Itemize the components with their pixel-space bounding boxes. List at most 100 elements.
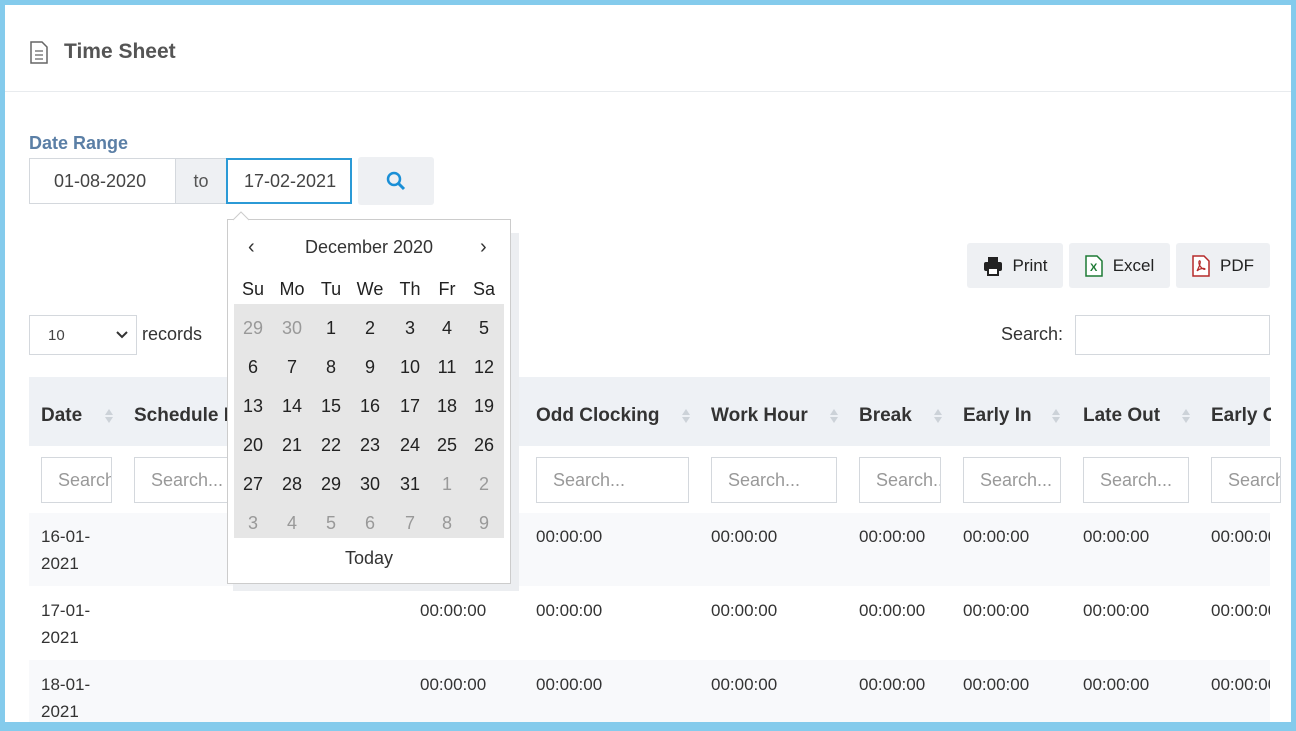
column-search[interactable]: Search... xyxy=(963,457,1061,503)
sort-icon xyxy=(1052,408,1060,424)
day[interactable]: 16 xyxy=(359,396,381,416)
search-label: Search: xyxy=(1001,324,1064,344)
next-month[interactable]: › xyxy=(480,236,487,258)
column-header: Work Hour xyxy=(711,405,808,426)
column-search[interactable]: Search... xyxy=(536,457,689,503)
time-cell: 00:00:00 xyxy=(1211,675,1270,694)
day[interactable]: 7 xyxy=(286,357,297,377)
day[interactable]: 21 xyxy=(281,435,303,455)
day[interactable]: 30 xyxy=(359,474,381,494)
row-bg xyxy=(29,513,1270,586)
day[interactable]: 19 xyxy=(473,396,495,416)
day[interactable]: 4 xyxy=(286,513,297,533)
day[interactable]: 29 xyxy=(320,474,342,494)
day[interactable]: 6 xyxy=(247,357,258,377)
day[interactable]: 2 xyxy=(364,318,375,338)
day[interactable]: 13 xyxy=(242,396,264,416)
table-search[interactable] xyxy=(1075,315,1270,355)
column-search[interactable]: Search... xyxy=(41,457,112,503)
day[interactable]: 7 xyxy=(404,513,415,533)
length-select[interactable]: 10 xyxy=(29,315,137,355)
range-separator: to xyxy=(175,158,227,204)
excel-button[interactable]: X Excel xyxy=(1069,243,1170,288)
column-header: Early In xyxy=(963,405,1032,426)
day[interactable]: 5 xyxy=(478,318,489,338)
day[interactable]: 4 xyxy=(441,318,452,338)
datepicker: ‹ December 2020 › Today Su Mo Tu We Th Fr Sa 29… xyxy=(227,219,511,584)
day[interactable]: 1 xyxy=(325,318,336,338)
today-button[interactable]: Today xyxy=(344,548,394,568)
picker-arrow xyxy=(233,211,249,221)
print-icon xyxy=(983,256,1002,276)
day[interactable]: 26 xyxy=(473,435,495,455)
day[interactable]: 5 xyxy=(325,513,336,533)
time-cell: 00:00:00 xyxy=(1083,527,1150,546)
column-search[interactable]: Search... xyxy=(1083,457,1189,503)
date-from[interactable]: 01-08-2020 xyxy=(29,158,176,204)
doc-icon xyxy=(30,41,48,64)
time-cell: 00:00:00 xyxy=(963,675,1030,694)
day[interactable]: 20 xyxy=(242,435,264,455)
column-header: Break xyxy=(859,405,912,426)
day[interactable]: 17 xyxy=(399,396,421,416)
day[interactable]: 24 xyxy=(399,435,421,455)
sort-icon xyxy=(682,408,690,424)
day[interactable]: 22 xyxy=(320,435,342,455)
day-grid xyxy=(234,304,504,538)
day[interactable]: 18 xyxy=(436,396,458,416)
day[interactable]: 2 xyxy=(478,474,489,494)
day[interactable]: 23 xyxy=(359,435,381,455)
time-cell: 00:00:00 xyxy=(536,601,603,620)
column-header: Date xyxy=(41,405,83,426)
day[interactable]: 12 xyxy=(473,357,495,377)
day[interactable]: 3 xyxy=(247,513,258,533)
time-cell: 00:00:00 xyxy=(1211,527,1270,546)
time-cell: 00:00:00 xyxy=(711,601,778,620)
pdf-button[interactable]: PDF xyxy=(1176,243,1270,288)
day[interactable]: 28 xyxy=(281,474,303,494)
day[interactable]: 8 xyxy=(325,357,336,377)
button-label: Print xyxy=(1012,255,1048,275)
day[interactable]: 9 xyxy=(478,513,489,533)
day[interactable]: 11 xyxy=(437,357,457,377)
day[interactable]: 3 xyxy=(404,318,415,338)
time-cell: 00:00:00 xyxy=(963,527,1030,546)
date-to[interactable]: 17-02-2021 xyxy=(226,158,352,204)
date-cell: 18-01-2021 xyxy=(41,675,91,721)
column-header: Odd Clocking xyxy=(536,405,660,426)
svg-text:X: X xyxy=(1090,262,1098,274)
day[interactable]: 15 xyxy=(320,396,342,416)
day[interactable]: 10 xyxy=(399,357,421,377)
day[interactable]: 1 xyxy=(441,474,452,494)
day[interactable]: 25 xyxy=(436,435,458,455)
day[interactable]: 30 xyxy=(281,318,303,338)
column-search[interactable]: Search... xyxy=(1211,457,1281,503)
day[interactable]: 31 xyxy=(399,474,421,494)
month-title[interactable]: December 2020 xyxy=(304,237,434,257)
select-value: 10 xyxy=(48,326,65,344)
prev-month[interactable]: ‹ xyxy=(248,236,255,258)
day[interactable]: 6 xyxy=(364,513,375,533)
column-search[interactable]: Search... xyxy=(711,457,837,503)
divider xyxy=(5,91,1291,92)
pdf-icon xyxy=(1192,254,1210,277)
print-button[interactable]: Print xyxy=(967,243,1063,288)
search-button[interactable] xyxy=(358,157,434,205)
weekday: Su xyxy=(241,279,265,299)
column-search[interactable]: Search... xyxy=(859,457,941,503)
day[interactable]: 29 xyxy=(242,318,264,338)
weekday: Sa xyxy=(472,279,496,299)
day[interactable]: 9 xyxy=(364,357,375,377)
sort-icon xyxy=(934,408,942,424)
column-search[interactable]: Search... xyxy=(134,457,244,503)
column-header: Schedule I xyxy=(134,405,230,426)
column-header: Early O xyxy=(1211,405,1271,426)
day[interactable]: 14 xyxy=(281,396,303,416)
day[interactable]: 27 xyxy=(242,474,264,494)
day[interactable]: 8 xyxy=(441,513,452,533)
sort-icon xyxy=(105,408,113,424)
date-cell: 16-01-2021 xyxy=(41,527,91,573)
weekday: Tu xyxy=(320,279,342,299)
